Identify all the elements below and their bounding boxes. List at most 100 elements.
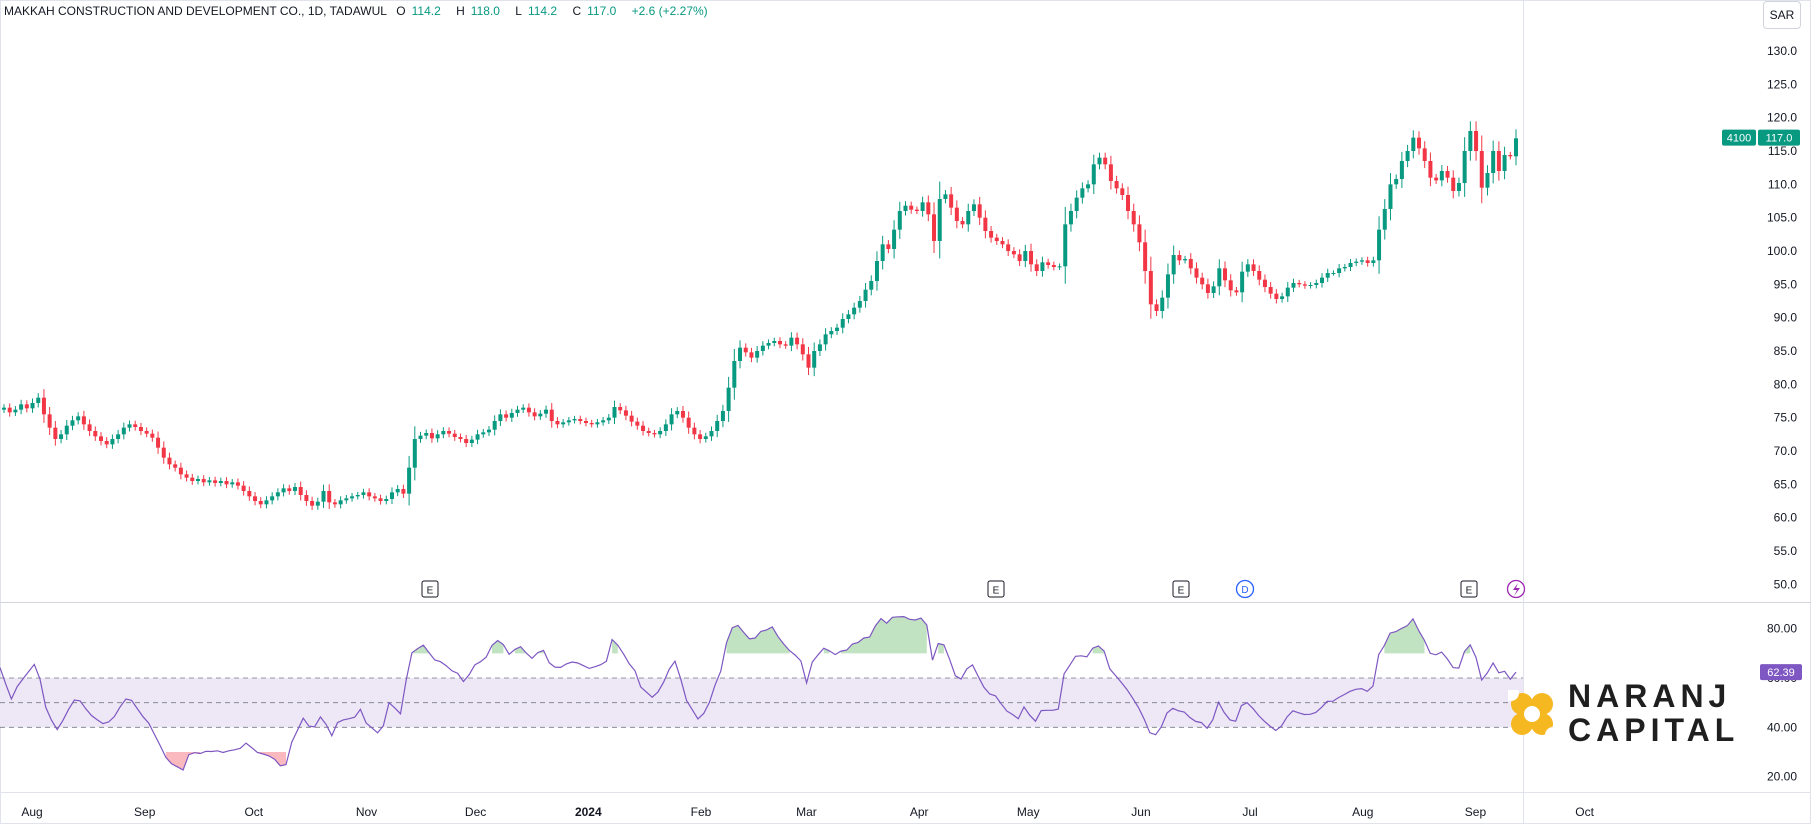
- candle: [218, 481, 223, 483]
- candle: [378, 498, 383, 501]
- candle: [1411, 137, 1416, 151]
- candle: [1171, 255, 1176, 275]
- candle: [544, 409, 549, 414]
- candle: [1165, 274, 1170, 298]
- candle: [418, 435, 423, 439]
- time-tick-label: Oct: [1575, 805, 1594, 819]
- candle: [47, 414, 52, 428]
- candle: [1456, 183, 1461, 191]
- candle: [601, 420, 606, 423]
- candle: [384, 499, 389, 501]
- candle: [464, 439, 469, 443]
- earnings-marker: [421, 580, 439, 598]
- candle: [429, 433, 434, 439]
- candle: [235, 482, 240, 486]
- rsi-overbought-fill: [726, 625, 790, 654]
- candle: [1302, 284, 1307, 286]
- candle: [327, 491, 332, 503]
- candle: [669, 414, 674, 425]
- time-tick-label: Mar: [796, 805, 817, 819]
- candle: [1086, 184, 1091, 189]
- candle: [960, 221, 965, 225]
- candle: [424, 433, 429, 436]
- high-label: H: [456, 4, 465, 18]
- candle: [1074, 197, 1079, 211]
- candle: [133, 424, 138, 427]
- candle: [772, 341, 777, 343]
- candle: [1314, 283, 1319, 285]
- candle: [1371, 260, 1376, 263]
- candle: [1308, 285, 1313, 286]
- brand-line2: CAPITAL: [1568, 712, 1740, 748]
- candle: [1143, 242, 1148, 271]
- candle: [1485, 173, 1490, 188]
- candle: [749, 352, 754, 358]
- candle: [138, 427, 143, 431]
- rsi-tick-label: 40.00: [1767, 720, 1797, 734]
- candle: [1491, 151, 1496, 173]
- earnings-marker-label: E: [427, 586, 434, 597]
- candle: [777, 341, 782, 345]
- candle: [24, 404, 29, 409]
- candle: [355, 495, 360, 497]
- candle: [458, 437, 463, 439]
- price-tick-label: 100.0: [1767, 244, 1797, 258]
- candle: [1468, 131, 1473, 151]
- candle: [863, 289, 868, 301]
- candle: [475, 434, 480, 440]
- candle: [70, 420, 75, 426]
- candle: [829, 331, 834, 335]
- candle: [258, 501, 263, 505]
- rsi-overbought-fill: [612, 639, 618, 654]
- candle: [1342, 267, 1347, 269]
- candle: [19, 404, 24, 410]
- candle: [1502, 155, 1507, 171]
- candle: [572, 419, 577, 421]
- candle: [395, 489, 400, 493]
- candle: [595, 422, 600, 425]
- candle: [783, 344, 788, 346]
- candle: [1234, 290, 1239, 293]
- candle: [515, 409, 520, 413]
- high-value: 118.0: [470, 4, 500, 18]
- candle: [703, 436, 708, 439]
- candle: [344, 498, 349, 501]
- candle: [886, 244, 891, 249]
- candle: [949, 194, 954, 208]
- earnings-marker: [1460, 580, 1478, 598]
- brand-logo: NARANJ CAPITAL: [1508, 678, 1738, 748]
- candle: [1211, 286, 1216, 293]
- price-tick-label: 115.0: [1768, 144, 1797, 158]
- time-tick-label: Aug: [1352, 805, 1373, 819]
- candle: [675, 411, 680, 415]
- candle: [612, 407, 617, 418]
- candle: [1217, 268, 1222, 287]
- candle: [1091, 164, 1096, 185]
- candle: [13, 409, 18, 413]
- time-tick-label: Dec: [465, 805, 486, 819]
- candle: [1029, 251, 1034, 265]
- candle: [538, 413, 543, 417]
- currency-button[interactable]: SAR: [1763, 1, 1801, 29]
- candle: [1011, 251, 1016, 255]
- candle: [966, 211, 971, 225]
- symbol-tag-label: 4100: [1727, 133, 1751, 145]
- candle: [1508, 155, 1513, 157]
- candle: [241, 485, 246, 491]
- rsi-overbought-fill: [514, 646, 527, 654]
- candle: [635, 421, 640, 426]
- candle: [583, 421, 588, 423]
- candle: [566, 420, 571, 423]
- candle: [1445, 171, 1450, 178]
- candle: [641, 425, 646, 431]
- candle: [201, 479, 206, 483]
- price-tick-label: 80.0: [1774, 377, 1798, 391]
- candle: [2, 407, 6, 410]
- candle: [806, 354, 811, 368]
- time-tick-label: 2024: [575, 805, 602, 819]
- candle: [321, 491, 326, 502]
- candle: [658, 431, 663, 435]
- candle: [361, 492, 366, 495]
- last-price-label: 117.0: [1766, 133, 1793, 145]
